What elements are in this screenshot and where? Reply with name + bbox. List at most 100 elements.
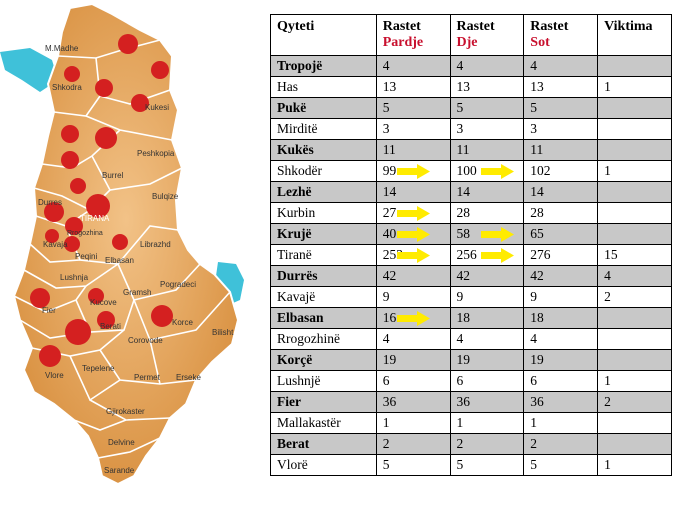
cases-day-before-cell: 27 <box>375 202 451 224</box>
cell-value: 5 <box>382 100 390 115</box>
table-row: Mirditë 3 3 3 <box>270 118 672 140</box>
cell-value: 14 <box>382 184 397 199</box>
map-graphic <box>0 2 244 486</box>
cell-value: 4 <box>382 58 390 73</box>
lake-shkodra <box>0 48 58 92</box>
yellow-arrow-icon <box>480 227 514 242</box>
cell-value: 6 <box>456 373 464 388</box>
cases-day-before-cell: 253 <box>375 244 451 266</box>
victims-cell <box>597 139 672 161</box>
map-label: Korce <box>172 318 193 327</box>
cell-value: Shkodër <box>277 163 322 178</box>
victims-cell <box>597 328 672 350</box>
victims-cell <box>597 412 672 434</box>
cases-yesterday-cell: 5 <box>449 454 525 476</box>
header-cases-yesterday: Rastet Dje <box>449 14 525 56</box>
cell-value: 4 <box>456 331 464 346</box>
cases-yesterday-cell: 28 <box>449 202 525 224</box>
table-row: Kukës 11 11 11 <box>270 139 672 161</box>
cases-day-before-cell: 99 <box>375 160 451 182</box>
cases-table-wrapper: Qyteti Rastet Pardje Rastet Dje Rastet Sot … <box>270 14 672 476</box>
victims-cell <box>597 181 672 203</box>
cell-value: 2 <box>604 289 611 304</box>
cell-value: Vlorë <box>277 457 308 472</box>
cell-value: 5 <box>456 100 464 115</box>
map-label: Burrel <box>102 171 124 180</box>
cell-value: 58 <box>456 226 471 241</box>
cell-value: 276 <box>530 247 551 262</box>
cell-value: 11 <box>456 142 470 157</box>
cases-yesterday-cell: 36 <box>449 391 525 413</box>
cell-value: 1 <box>530 415 538 430</box>
cases-today-cell: 19 <box>523 349 599 371</box>
map-label: Rrogozhina <box>67 230 103 237</box>
cell-value: 102 <box>530 163 551 178</box>
map-label: Kucove <box>90 298 117 307</box>
header-city: Qyteti <box>270 14 377 56</box>
cell-value: Lushnjë <box>277 373 321 388</box>
table-row: Lezhë 14 14 14 <box>270 181 672 203</box>
city-cell: Kurbin <box>270 202 377 224</box>
cell-value: 4 <box>456 58 464 73</box>
victims-cell: 1 <box>597 76 672 98</box>
table-row: Has 13 13 13 1 <box>270 76 672 98</box>
cases-day-before-cell: 19 <box>375 349 451 371</box>
header-victims: Viktima <box>597 14 672 56</box>
cell-value: 2 <box>382 436 390 451</box>
table-row: Kavajë 9 9 9 2 <box>270 286 672 308</box>
map-label: Gjirokaster <box>106 407 145 416</box>
cases-yesterday-cell: 3 <box>449 118 525 140</box>
victims-cell: 15 <box>597 244 672 266</box>
map-label: Shkodra <box>52 83 82 92</box>
victims-cell: 4 <box>597 265 672 287</box>
cases-yesterday-cell: 100 <box>449 160 525 182</box>
cases-today-cell: 2 <box>523 433 599 455</box>
cell-value: 14 <box>530 184 544 199</box>
cell-value: 99 <box>382 163 397 178</box>
header-cases-today: Rastet Sot <box>523 14 599 56</box>
cell-value: Kavajë <box>277 289 316 304</box>
table-row: Vlorë 5 5 5 1 <box>270 454 672 476</box>
cases-today-cell: 102 <box>523 160 599 182</box>
cell-value: 1 <box>604 373 611 388</box>
cell-value: 5 <box>382 457 390 472</box>
cell-value: 36 <box>456 394 471 409</box>
victims-cell <box>597 307 672 329</box>
cases-today-cell: 5 <box>523 454 599 476</box>
victims-cell <box>597 118 672 140</box>
yellow-arrow-icon <box>480 248 514 263</box>
case-dots <box>30 34 173 367</box>
yellow-arrow-icon <box>480 164 514 179</box>
table-header-row: Qyteti Rastet Pardje Rastet Dje Rastet Sot … <box>270 14 672 56</box>
cell-value: 1 <box>604 457 611 472</box>
map-label: Durres <box>38 198 63 207</box>
map-label: Lushnja <box>60 273 89 282</box>
cell-value: Tiranë <box>277 247 312 262</box>
table-row: Pukë 5 5 5 <box>270 97 672 119</box>
cell-value: 100 <box>456 163 477 178</box>
victims-cell <box>597 349 672 371</box>
yellow-arrow-icon <box>396 248 430 263</box>
victims-cell: 2 <box>597 286 672 308</box>
map-label: Gramsh <box>123 288 152 297</box>
cell-value: 28 <box>530 205 544 220</box>
cell-value: 6 <box>530 373 538 388</box>
map-label: Peshkopia <box>137 149 175 158</box>
cell-value: 256 <box>456 247 477 262</box>
map-label: Elbasan <box>105 256 134 265</box>
victims-cell: 1 <box>597 454 672 476</box>
cell-value: Lezhë <box>277 184 312 199</box>
map-label: Kavaja <box>43 240 68 249</box>
cases-yesterday-cell: 5 <box>449 97 525 119</box>
cases-yesterday-cell: 11 <box>449 139 525 161</box>
yellow-arrow-icon <box>396 311 430 326</box>
cases-yesterday-cell: 42 <box>449 265 525 287</box>
cases-today-cell: 276 <box>523 244 599 266</box>
yellow-arrow-icon <box>396 164 430 179</box>
cell-value: 11 <box>530 142 544 157</box>
cell-value: 4 <box>604 268 611 283</box>
cell-value: Tropojë <box>277 58 323 73</box>
city-cell: Tropojë <box>270 55 377 77</box>
cases-day-before-cell: 11 <box>375 139 451 161</box>
cell-value: 9 <box>530 289 538 304</box>
